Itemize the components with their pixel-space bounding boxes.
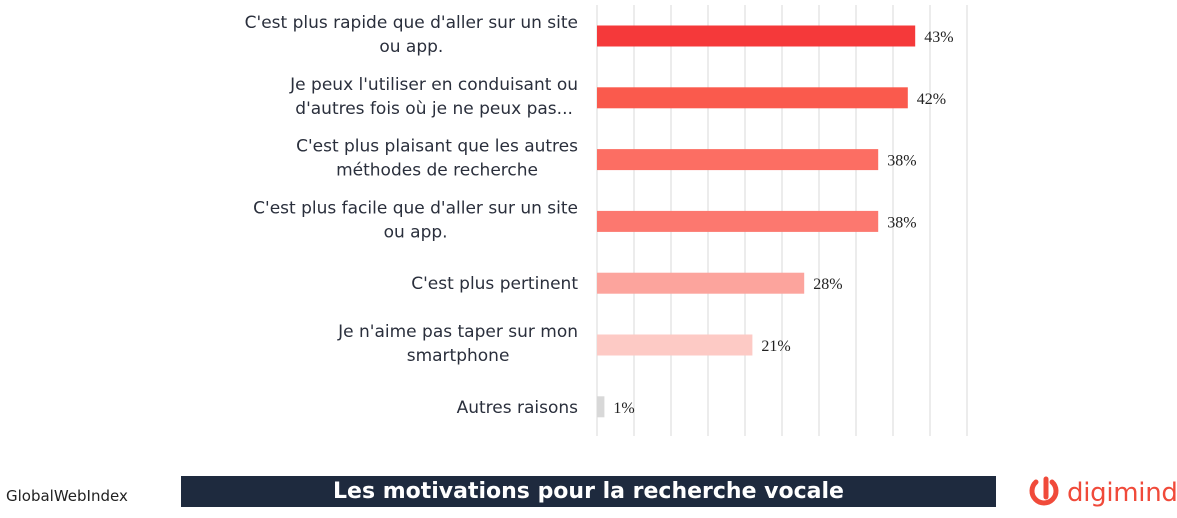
value-label: 38% [887,153,916,170]
bar [597,210,879,232]
bar [597,396,605,418]
brand-logo: digimind [1027,476,1177,510]
value-labels: 43% 42% 38% 38% 28% 21% 1% [613,29,953,417]
category-label: Autres raisons [457,398,579,418]
chart-title: Les motivations pour la recherche vocale [181,476,996,507]
category-labels: C'est plus rapide que d'aller sur un sit… [245,13,579,418]
bar [597,87,908,109]
value-label: 43% [924,29,953,46]
category-label: Je n'aime pas taper sur mon smartphone [337,322,578,366]
bar [597,334,753,356]
bar [597,149,879,171]
category-label: C'est plus pertinent [411,274,578,294]
category-label: Je peux l'utiliser en conduisant ou d'aut… [289,75,578,119]
category-label: C'est plus facile que d'aller sur un sit… [253,198,578,242]
bars [597,25,916,418]
category-label: C'est plus plaisant que les autres méthod… [296,137,578,181]
brand-name: digimind [1067,478,1177,508]
value-label: 38% [887,214,916,231]
source-label: GlobalWebIndex [6,487,128,505]
bar [597,272,805,294]
bar [597,25,916,47]
value-label: 21% [761,338,790,355]
bar-chart: C'est plus rapide que d'aller sur un sit… [245,5,968,436]
value-label: 42% [917,91,946,108]
value-label: 28% [813,276,842,293]
value-label: 1% [613,400,634,417]
category-label: C'est plus rapide que d'aller sur un sit… [245,13,578,57]
digimind-logo-icon [1029,476,1059,506]
